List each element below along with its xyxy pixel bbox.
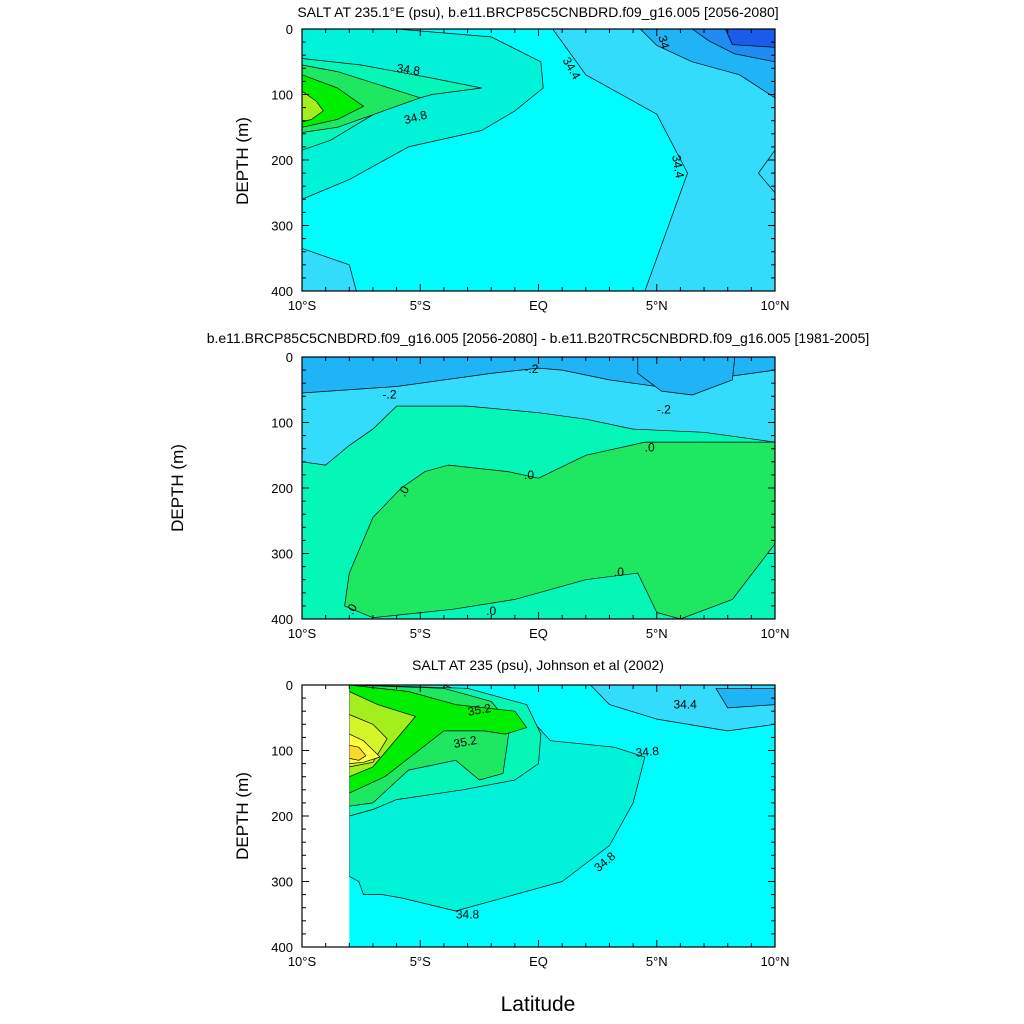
panel-bottom-observed-salinity: SALT AT 235 (psu), Johnson et al (2002) …: [233, 657, 790, 969]
contour-region-light_cyan-5: [758, 149, 775, 194]
contour-label: 34.8: [402, 108, 428, 128]
y-tick-label: 0: [286, 350, 293, 365]
shared-xlabel: Latitude: [501, 993, 576, 1016]
x-tick-label: 5°S: [410, 626, 431, 641]
y-tick-label: 200: [271, 153, 293, 168]
x-tick-label: 10°S: [288, 298, 317, 313]
y-tick-label: 400: [271, 284, 293, 299]
contour-label: -.2: [382, 387, 396, 401]
contour-label: 34.8: [635, 744, 660, 760]
x-tick-label: 10°S: [288, 954, 317, 969]
contour-label: 35.2: [467, 701, 493, 719]
panel-top-title: SALT AT 235.1°E (psu), b.e11.BRCP85C5CNB…: [297, 4, 778, 20]
x-tick-label: EQ: [529, 954, 548, 969]
x-tick-label: 5°S: [410, 298, 431, 313]
contour-label: -.2: [657, 402, 671, 416]
contour-label: .0: [614, 565, 624, 579]
y-tick-label: 0: [286, 22, 293, 37]
panel-top-model-salinity: SALT AT 235.1°E (psu), b.e11.BRCP85C5CNB…: [233, 4, 790, 313]
contour-label: .0: [524, 468, 534, 482]
contour-region-light_cyan-0: [552, 29, 775, 291]
contour-label: 34.8: [396, 61, 421, 78]
contour-label: 34.4: [669, 154, 687, 180]
x-tick-label: 5°N: [646, 298, 668, 313]
contour-label: 34.8: [456, 907, 480, 921]
x-tick-label: 5°S: [410, 954, 431, 969]
y-tick-label: 0: [286, 678, 293, 693]
contour-label: -.2: [524, 362, 538, 376]
y-tick-label: 200: [271, 481, 293, 496]
contour-label: 34: [655, 34, 672, 51]
y-tick-label: 300: [271, 875, 293, 890]
x-tick-label: 10°N: [760, 954, 789, 969]
y-tick-label: 100: [271, 416, 293, 431]
contour-label: .0: [645, 440, 655, 454]
panel-bottom-title: SALT AT 235 (psu), Johnson et al (2002): [412, 657, 664, 673]
x-tick-label: 10°N: [760, 298, 789, 313]
y-tick-label: 200: [271, 809, 293, 824]
y-tick-label: 400: [271, 940, 293, 955]
contour-region-deep_blue-3: [724, 29, 775, 48]
panel-top-ylabel: DEPTH (m): [233, 117, 252, 205]
contour-label: .0: [486, 604, 496, 618]
x-tick-label: 5°N: [646, 954, 668, 969]
y-tick-label: 100: [271, 744, 293, 759]
y-tick-label: 300: [271, 547, 293, 562]
contour-region-sky-1: [715, 687, 775, 709]
missing-data-mask: [302, 685, 350, 947]
x-tick-label: EQ: [529, 626, 548, 641]
y-tick-label: 300: [271, 219, 293, 234]
contour-region-light_cyan-4: [302, 248, 357, 291]
contour-label: 35.2: [452, 733, 478, 751]
panel-middle-ylabel: DEPTH (m): [168, 444, 187, 532]
panel-bottom-ylabel: DEPTH (m): [233, 772, 252, 860]
x-tick-label: 10°N: [760, 626, 789, 641]
x-tick-label: 10°S: [288, 626, 317, 641]
y-tick-label: 400: [271, 612, 293, 627]
contour-plot-area: 35.235.234.434.834.834.8: [302, 685, 775, 947]
panel-middle-title: b.e11.BRCP85C5CNBDRD.f09_g16.005 [2056-2…: [207, 330, 870, 346]
x-tick-label: 5°N: [646, 626, 668, 641]
contour-label: 34.4: [673, 698, 697, 712]
contour-region-green-3: [344, 441, 775, 619]
contour-region-lime-10: [302, 90, 324, 123]
x-tick-label: EQ: [529, 298, 548, 313]
contour-plot-area: -.2-.2-.2.0.0.0.0.0.0: [302, 357, 775, 619]
contour-region-sky-2: [637, 357, 736, 396]
y-tick-label: 100: [271, 88, 293, 103]
panel-middle-difference: b.e11.BRCP85C5CNBDRD.f09_g16.005 [2056-2…: [168, 330, 869, 641]
